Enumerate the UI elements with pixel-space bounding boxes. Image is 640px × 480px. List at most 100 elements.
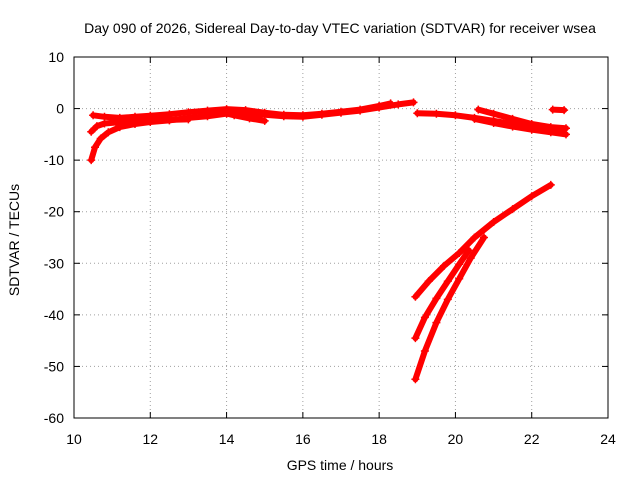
data-point-marker (455, 260, 464, 269)
x-tick-label: 22 (524, 431, 540, 447)
data-point-marker (260, 116, 269, 125)
data-point-marker (214, 107, 223, 116)
data-point-marker (443, 277, 452, 286)
data-point-marker (87, 156, 96, 165)
data-point-marker (489, 109, 498, 118)
data-point-marker (432, 109, 441, 118)
x-axis-label: GPS time / hours (287, 457, 394, 473)
series-trace (412, 247, 472, 342)
data-point-marker (184, 115, 193, 124)
x-tick-label: 24 (600, 431, 616, 447)
data-point-marker (146, 111, 155, 120)
data-point-marker (464, 246, 473, 255)
tick-layer: 10 12 14 16 18 20 22 24 -60 -50 -40 -30 -20 -10 0 10 (44, 49, 616, 447)
data-point-marker (92, 122, 101, 131)
series-layer (87, 98, 570, 384)
data-point-marker (386, 99, 395, 108)
y-tick-label: -60 (44, 410, 64, 426)
data-point-marker (100, 112, 109, 121)
data-point-marker (508, 122, 517, 131)
data-point-marker (104, 128, 113, 137)
data-point-marker (466, 254, 475, 263)
data-point-marker (480, 233, 488, 242)
data-point-marker (131, 112, 139, 121)
data-point-marker (411, 375, 420, 384)
data-point-marker (455, 274, 464, 283)
data-point-marker (489, 119, 498, 127)
data-point-marker (115, 113, 124, 122)
data-point-marker (413, 109, 422, 118)
data-point-marker (420, 347, 429, 355)
x-tick-label: 20 (448, 431, 464, 447)
data-point-marker (411, 334, 420, 343)
data-point-marker (508, 205, 517, 214)
data-point-marker (546, 128, 555, 137)
data-point-marker (298, 111, 307, 120)
data-point-marker (394, 100, 403, 109)
series-arc-d (214, 107, 269, 125)
series-arc-k (411, 233, 488, 384)
data-point-marker (546, 180, 555, 189)
y-tick-label: -50 (44, 358, 64, 374)
y-tick-label: 0 (56, 101, 64, 117)
data-point-marker (470, 114, 479, 123)
y-tick-label: -40 (44, 307, 64, 323)
series-arc-h (548, 105, 569, 115)
data-point-marker (440, 261, 448, 270)
data-point-marker (432, 294, 441, 303)
x-tick-label: 16 (295, 431, 311, 447)
data-point-marker (527, 192, 536, 201)
series-arc-c (89, 99, 395, 122)
data-point-marker (489, 218, 498, 226)
y-axis-label: SDTVAR / TECUs (6, 184, 22, 296)
data-point-marker (245, 114, 254, 123)
data-point-marker (260, 108, 269, 117)
data-point-marker (89, 111, 98, 120)
plot-frame (73, 56, 609, 419)
data-point-marker (443, 295, 452, 304)
data-point-marker (470, 233, 479, 242)
data-point-marker (424, 277, 433, 286)
data-point-marker (451, 111, 460, 120)
data-point-marker (409, 98, 418, 107)
data-point-marker (527, 125, 536, 134)
x-tick-label: 12 (142, 431, 158, 447)
data-point-marker (91, 143, 99, 152)
y-tick-label: -30 (44, 255, 64, 271)
data-point-marker (317, 109, 326, 118)
data-point-marker (184, 108, 193, 117)
data-point-marker (411, 292, 420, 301)
y-tick-label: -10 (44, 152, 64, 168)
data-point-marker (560, 106, 569, 115)
data-point-marker (432, 318, 441, 327)
series-arc-g (470, 114, 570, 139)
data-point-marker (420, 313, 429, 322)
data-point-marker (230, 111, 239, 120)
y-tick-label: -20 (44, 204, 64, 220)
data-point-marker (562, 130, 570, 139)
data-point-marker (241, 106, 250, 115)
series-arc-j (411, 246, 473, 343)
data-point-marker (356, 105, 365, 114)
chart-title: Day 090 of 2026, Sidereal Day-to-day VTE… (84, 20, 596, 36)
data-point-marker (375, 102, 384, 110)
x-tick-label: 10 (66, 431, 82, 447)
data-point-marker (100, 119, 109, 128)
x-tick-label: 18 (371, 431, 387, 447)
data-point-marker (474, 105, 483, 114)
data-point-marker (279, 110, 288, 119)
data-point-marker (337, 107, 345, 116)
data-point-marker (165, 110, 174, 119)
x-tick-label: 14 (219, 431, 235, 447)
data-point-marker (96, 134, 105, 143)
data-point-marker (203, 106, 212, 115)
series-trace (215, 108, 268, 124)
series-arc-i (411, 180, 555, 301)
data-point-marker (87, 127, 96, 136)
data-point-marker (548, 105, 557, 114)
y-tick-label: 10 (48, 49, 64, 65)
data-point-marker (508, 114, 517, 123)
data-point-marker (455, 249, 464, 257)
